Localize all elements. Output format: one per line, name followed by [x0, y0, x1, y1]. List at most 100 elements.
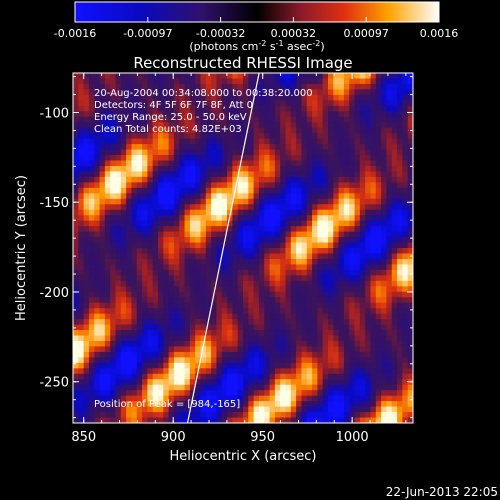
heatmap-cell: [163, 412, 170, 419]
heatmap-cell: [152, 198, 159, 205]
heatmap-cell: [115, 275, 122, 282]
heatmap-cell: [73, 133, 79, 140]
heatmap-cell: [221, 160, 228, 167]
heatmap-cell: [120, 138, 127, 145]
heatmap-cell: [115, 176, 122, 183]
heatmap-cell: [269, 324, 276, 331]
heatmap-cell: [370, 291, 377, 298]
heatmap-cell: [296, 319, 303, 326]
heatmap-cell: [402, 171, 409, 178]
heatmap-cell: [195, 160, 202, 167]
heatmap-cell: [205, 149, 212, 156]
heatmap-cell: [221, 83, 228, 91]
heatmap-cell: [407, 395, 413, 402]
heatmap-cell: [349, 313, 356, 320]
heatmap-cell: [338, 324, 345, 331]
heatmap-cell: [248, 384, 255, 391]
heatmap-cell: [78, 176, 85, 183]
heatmap-cell: [147, 302, 154, 309]
heatmap-cell: [158, 198, 164, 205]
heatmap-cell: [280, 149, 287, 156]
heatmap-cell: [397, 193, 403, 200]
heatmap-cell: [99, 401, 106, 408]
heatmap-cell: [142, 313, 148, 320]
heatmap-cell: [73, 291, 79, 298]
heatmap-cell: [163, 286, 170, 293]
heatmap-cell: [359, 171, 366, 178]
heatmap-cell: [163, 105, 170, 112]
heatmap-cell: [322, 297, 329, 304]
heatmap-cell: [110, 390, 117, 397]
heatmap-cell: [163, 324, 170, 331]
heatmap-cell: [290, 330, 297, 337]
y-tick-label: -150: [39, 196, 69, 211]
heatmap-cell: [280, 226, 287, 233]
heatmap-cell: [179, 313, 186, 320]
heatmap-cell: [397, 313, 403, 320]
heatmap-cell: [73, 187, 79, 194]
heatmap-cell: [301, 368, 308, 375]
heatmap-cell: [328, 138, 334, 145]
heatmap-cell: [343, 264, 350, 271]
heatmap-cell: [253, 182, 260, 189]
heatmap-cell: [158, 384, 164, 391]
heatmap-cell: [115, 308, 122, 315]
heatmap-cell: [152, 324, 159, 331]
heatmap-cell: [333, 89, 340, 96]
heatmap-cell: [189, 412, 196, 419]
heatmap-cell: [274, 78, 281, 85]
heatmap-cell: [227, 231, 233, 238]
heatmap-cell: [264, 209, 271, 216]
heatmap-cell: [205, 258, 212, 266]
heatmap-cell: [237, 406, 244, 413]
heatmap-cell: [131, 412, 138, 419]
heatmap-cell: [243, 395, 249, 402]
heatmap-cell: [243, 330, 249, 337]
heatmap-cell: [317, 176, 324, 183]
heatmap-cell: [402, 160, 409, 167]
heatmap-cell: [301, 313, 308, 320]
heatmap-cell: [211, 100, 218, 107]
heatmap-cell: [78, 89, 85, 96]
heatmap-cell: [221, 144, 228, 151]
heatmap-cell: [397, 412, 403, 419]
heatmap-cell: [168, 100, 175, 107]
heatmap-cell: [189, 362, 196, 369]
heatmap-cell: [200, 204, 207, 211]
heatmap-cell: [163, 330, 170, 337]
heatmap-cell: [322, 330, 329, 337]
heatmap-cell: [131, 417, 138, 423]
heatmap-cell: [211, 94, 218, 101]
heatmap-cell: [285, 122, 292, 129]
heatmap-cell: [200, 401, 207, 408]
heatmap-cell: [301, 100, 308, 107]
heatmap-cell: [328, 149, 334, 156]
heatmap-cell: [322, 182, 329, 189]
heatmap-cell: [397, 127, 403, 134]
heatmap-cell: [216, 171, 223, 178]
heatmap-cell: [269, 176, 276, 183]
heatmap-cell: [397, 73, 403, 80]
heatmap-cell: [407, 171, 413, 178]
heatmap-cell: [359, 286, 366, 293]
heatmap-cell: [296, 209, 303, 216]
heatmap-cell: [248, 100, 255, 107]
heatmap-cell: [158, 417, 164, 423]
heatmap-cell: [78, 297, 85, 304]
heatmap-cell: [397, 187, 403, 194]
heatmap-cell: [258, 417, 265, 423]
heatmap-cell: [237, 220, 244, 227]
heatmap-cell: [274, 275, 281, 282]
heatmap-cell: [131, 176, 138, 183]
heatmap-cell: [264, 165, 271, 173]
heatmap-cell: [205, 395, 212, 402]
heatmap-cell: [365, 275, 372, 282]
heatmap-cell: [94, 176, 101, 183]
heatmap-cell: [338, 390, 345, 397]
heatmap-cell: [168, 253, 175, 260]
heatmap-cell: [243, 165, 249, 173]
heatmap-cell: [73, 330, 79, 337]
heatmap-cell: [237, 127, 244, 134]
heatmap-cell: [126, 406, 133, 413]
heatmap-cell: [147, 390, 154, 397]
